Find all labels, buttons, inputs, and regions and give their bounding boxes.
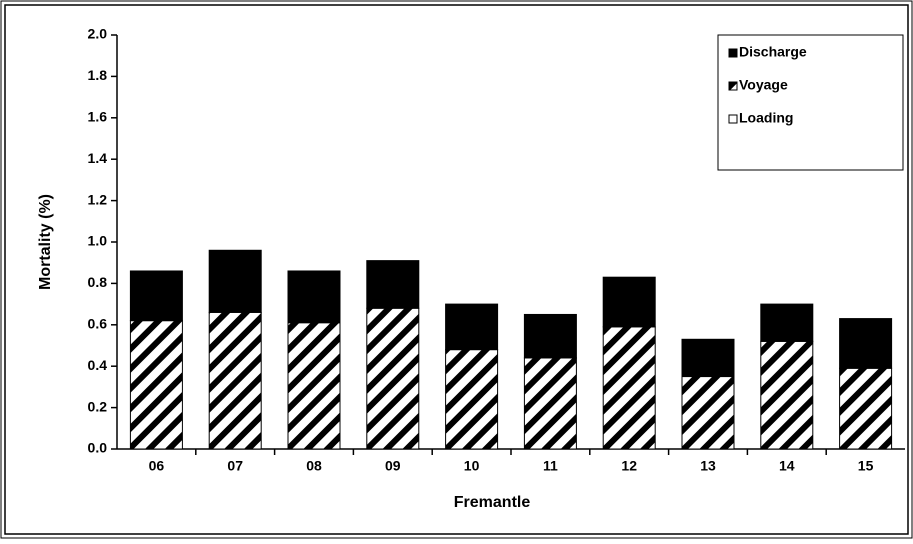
bar-segment: [523, 313, 577, 359]
y-tick-label: 2.0: [88, 26, 108, 42]
y-tick-label: 1.0: [88, 233, 108, 249]
bar-segment: [129, 320, 183, 450]
bar-segment: [523, 357, 577, 450]
bar-segment: [366, 260, 420, 309]
bar-segment: [760, 303, 814, 342]
bar-segment: [681, 376, 735, 450]
y-tick-label: 0.8: [88, 274, 108, 290]
bar-segment: [445, 303, 499, 351]
x-tick-label: 09: [385, 458, 401, 474]
bar-segment: [366, 307, 420, 450]
bar-segment: [839, 367, 893, 450]
y-tick-label: 0.0: [88, 440, 108, 456]
bar-segment: [602, 326, 656, 450]
x-tick-label: 10: [464, 458, 480, 474]
y-tick-label: 1.6: [88, 109, 108, 125]
legend-label: Discharge: [739, 44, 807, 60]
legend-swatch: [728, 48, 738, 58]
bar-segment: [208, 249, 262, 313]
x-tick-label: 15: [858, 458, 874, 474]
bar-segment: [602, 276, 656, 328]
bar-segment: [129, 270, 183, 322]
bar-segment: [445, 349, 499, 450]
bar-segment: [208, 311, 262, 450]
legend-box: [717, 34, 904, 171]
y-tick-label: 0.4: [88, 357, 108, 373]
bar-segment: [839, 318, 893, 369]
bar-segment: [760, 340, 814, 450]
x-axis-label: Fremantle: [454, 494, 531, 511]
x-tick-label: 13: [700, 458, 716, 474]
x-tick-label: 07: [227, 458, 243, 474]
inner-border: [4, 4, 909, 535]
bar-segment: [287, 322, 341, 450]
x-tick-label: 14: [779, 458, 795, 474]
x-tick-label: 12: [621, 458, 637, 474]
y-axis-label: Mortality (%): [37, 194, 54, 290]
legend-swatch: [728, 114, 738, 124]
y-tick-label: 1.4: [88, 150, 108, 166]
y-tick-label: 0.2: [88, 398, 108, 414]
bar-segment: [681, 338, 735, 378]
x-tick-label: 06: [149, 458, 165, 474]
y-tick-label: 1.8: [88, 67, 108, 83]
x-tick-label: 11: [543, 458, 558, 474]
bar-segment: [287, 270, 341, 324]
x-tick-label: 08: [306, 458, 322, 474]
y-tick-label: 1.2: [88, 191, 108, 207]
legend-swatch: [728, 81, 738, 91]
legend-label: Loading: [739, 110, 793, 126]
legend-label: Voyage: [739, 77, 788, 93]
y-tick-label: 0.6: [88, 316, 108, 332]
